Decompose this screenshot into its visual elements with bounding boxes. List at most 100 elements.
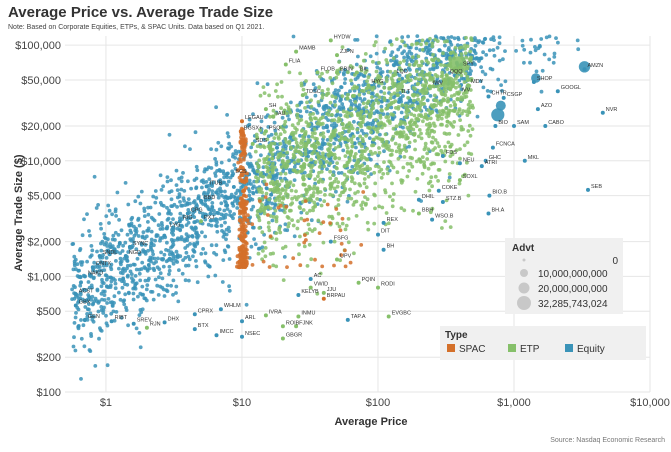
etp-point: [273, 198, 278, 203]
equity-point: [177, 176, 182, 181]
etp-point: [302, 162, 306, 166]
point-label-whlm: WHLM: [224, 303, 241, 309]
etp-point: [319, 203, 324, 208]
equity-point: [165, 283, 170, 288]
equity-point: [231, 216, 235, 221]
equity-point: [227, 257, 232, 261]
point-label-seb: SEB: [591, 184, 602, 190]
equity-point: [407, 144, 411, 149]
equity-point: [203, 195, 207, 200]
labeled-point: [479, 164, 484, 169]
equity-point: [153, 277, 158, 282]
labeled-point: [436, 188, 441, 193]
equity-point: [362, 91, 366, 96]
equity-point: [358, 96, 362, 101]
equity-point: [178, 200, 182, 204]
equity-point: [465, 41, 470, 46]
equity-point: [269, 192, 274, 197]
x-tick-label: $1: [100, 397, 112, 409]
equity-point: [401, 94, 405, 98]
x-tick-label: $10,000: [630, 397, 670, 409]
equity-point: [192, 242, 196, 246]
equity-point: [447, 46, 451, 50]
etp-point: [403, 43, 408, 48]
equity-point: [99, 268, 104, 273]
equity-point: [171, 232, 176, 237]
equity-point: [76, 326, 81, 331]
point-label-sam: SAM: [517, 120, 529, 126]
etp-point: [422, 147, 427, 152]
point-label-bgsx: BGSX+: [244, 125, 262, 131]
equity-point: [213, 171, 218, 176]
equity-point: [341, 148, 346, 153]
etp-point: [326, 152, 331, 157]
etp-point: [384, 142, 389, 147]
etp-point: [330, 94, 335, 99]
equity-point: [266, 134, 271, 139]
etp-point: [337, 116, 341, 121]
equity-point: [304, 109, 309, 114]
etp-point: [292, 136, 296, 140]
etp-point: [322, 164, 327, 169]
etp-point: [327, 214, 332, 219]
etp-point: [366, 75, 371, 80]
labeled-point: [490, 145, 495, 150]
equity-point: [271, 211, 276, 216]
etp-point: [366, 99, 371, 104]
size-legend-entry: 32,285,743,024: [538, 299, 608, 310]
etp-point: [336, 203, 341, 207]
etp-point: [317, 85, 322, 90]
point-label-fsfg: FSFG: [334, 236, 349, 242]
labeled-point: [296, 293, 301, 297]
point-label-lyg: LYG: [170, 222, 181, 228]
equity-point: [367, 136, 372, 141]
etp-point: [447, 172, 452, 176]
etp-point: [330, 181, 334, 186]
etp-point: [363, 70, 368, 75]
point-label-fds: FDS: [446, 150, 457, 156]
equity-point: [474, 56, 479, 60]
equity-point: [182, 199, 187, 203]
etp-point: [264, 157, 269, 162]
etp-point: [398, 130, 403, 135]
labeled-point: [466, 83, 471, 88]
equity-point: [190, 226, 195, 231]
etp-point: [298, 151, 302, 155]
etp-point: [310, 134, 315, 139]
equity-point: [88, 311, 93, 316]
etp-point: [453, 45, 458, 50]
etp-point: [256, 176, 260, 181]
point-label-dhx: DHX: [168, 316, 180, 322]
etp-point: [340, 221, 345, 226]
equity-point: [209, 243, 214, 248]
equity-point: [491, 48, 496, 52]
etp-point: [419, 131, 423, 136]
equity-point: [287, 117, 291, 122]
point-label-brpau: BRPAU: [327, 293, 346, 299]
equity-point: [152, 218, 157, 223]
etp-point: [352, 200, 357, 205]
labeled-point: [335, 257, 339, 262]
etp-point: [468, 59, 473, 63]
equity-point: [475, 114, 480, 119]
equity-point: [423, 105, 427, 109]
equity-point: [114, 310, 119, 314]
equity-point: [200, 185, 204, 190]
equity-point: [103, 273, 108, 277]
equity-point: [87, 302, 91, 306]
equity-point: [178, 223, 183, 228]
equity-point: [146, 220, 150, 224]
etp-point: [284, 184, 289, 189]
equity-point: [533, 45, 537, 49]
etp-point: [324, 93, 329, 97]
etp-point: [311, 112, 315, 116]
equity-point: [274, 175, 279, 180]
etp-point: [423, 112, 428, 117]
equity-point: [208, 212, 213, 216]
equity-point: [104, 261, 109, 266]
spac-point: [237, 227, 242, 232]
etp-point: [267, 143, 272, 148]
y-tick-label: $100: [37, 387, 61, 399]
equity-point: [133, 228, 138, 233]
labeled-point: [162, 320, 167, 325]
